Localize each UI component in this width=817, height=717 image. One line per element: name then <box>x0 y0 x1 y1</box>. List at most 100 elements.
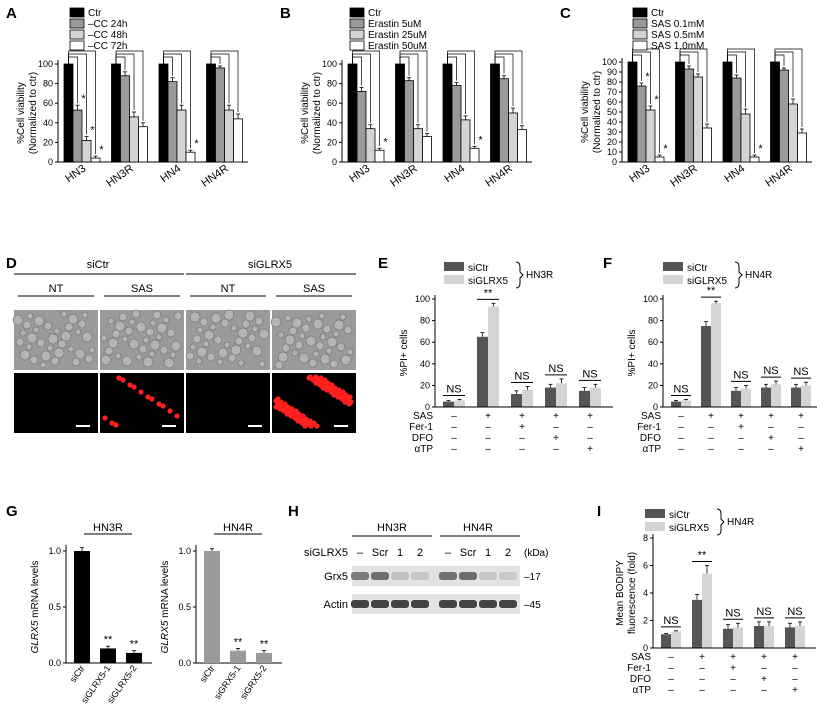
cell <box>64 322 74 332</box>
panel-label-b: B <box>280 5 291 22</box>
comparison-bracket <box>679 48 708 122</box>
bar <box>627 61 638 163</box>
bar <box>185 151 196 163</box>
cell <box>274 360 284 370</box>
legend-label: SAS 0.1mM <box>651 19 704 30</box>
y-tick-label: 100 <box>415 294 430 304</box>
treatment-row-label: Fer-1 <box>637 422 661 433</box>
legend-swatch <box>632 29 648 40</box>
cell <box>281 343 291 353</box>
pi-stained-cell <box>160 403 166 409</box>
cell <box>60 310 68 318</box>
cell <box>57 339 67 349</box>
bar <box>63 63 74 163</box>
condition-label: SAS <box>131 283 153 295</box>
lane-label: 1 <box>485 547 491 559</box>
bar <box>741 388 751 407</box>
pi-stained-cell <box>342 399 348 405</box>
y-axis-label: %PI+ cells <box>627 330 638 377</box>
y-tick-label: 60 <box>327 98 337 108</box>
bar <box>731 77 742 163</box>
cell <box>216 358 224 366</box>
cell <box>12 314 24 326</box>
treatment-mark: + <box>761 674 767 685</box>
bar <box>671 631 681 648</box>
significance-star: * <box>194 138 199 150</box>
bar <box>702 127 712 163</box>
cell <box>332 330 340 338</box>
x-category-label: siCtr <box>68 663 87 684</box>
significance-label: NS <box>548 363 563 375</box>
treatment-mark: – <box>678 422 684 433</box>
protein-band <box>439 600 457 608</box>
comparison-bracket <box>163 50 191 149</box>
treatment-mark: – <box>708 433 714 444</box>
legend-swatch <box>69 40 85 51</box>
significance-label: ** <box>104 634 113 646</box>
cell <box>149 339 161 351</box>
treatment-row-label: SAS <box>631 652 651 663</box>
y-tick-label: 80 <box>607 77 617 87</box>
cell <box>277 351 289 363</box>
legend-cell-line: HN3R <box>526 270 553 281</box>
y-tick-label: 60 <box>43 98 53 108</box>
pi-stained-cell <box>156 401 162 407</box>
cell <box>319 333 327 341</box>
significance-star: * <box>81 93 86 105</box>
chart-title: HN4R <box>223 522 253 534</box>
cell <box>336 342 346 352</box>
cell <box>142 336 150 344</box>
treatment-mark: – <box>708 444 714 455</box>
treatment-mark: + <box>730 652 736 663</box>
legend-swatch <box>349 7 365 18</box>
bar <box>395 63 405 163</box>
panel-label-c: C <box>560 5 571 22</box>
treatment-mark: – <box>738 444 744 455</box>
bar <box>230 650 246 663</box>
pi-stained-cell <box>288 413 294 419</box>
treatment-mark: – <box>678 444 684 455</box>
cell <box>244 342 252 350</box>
cell <box>339 313 347 321</box>
bar <box>111 63 121 163</box>
treatment-row-label: DFO <box>412 433 433 444</box>
cell <box>138 344 148 354</box>
cell <box>67 345 75 353</box>
bar <box>771 384 781 407</box>
cell <box>202 340 210 348</box>
cell <box>36 338 46 348</box>
treatment-mark: + <box>519 422 525 433</box>
cell <box>319 353 331 365</box>
protein-band <box>391 600 409 608</box>
lane-label: – <box>357 547 364 559</box>
y-tick-label: 60 <box>420 337 430 347</box>
legend-label: siGLRX5 <box>687 276 727 287</box>
bar <box>443 401 454 407</box>
lane-label: 1 <box>397 547 403 559</box>
cell <box>251 325 259 333</box>
treatment-mark: – <box>553 422 559 433</box>
protein-band <box>479 600 497 608</box>
treatment-mark: – <box>798 433 804 444</box>
panel-label-a: A <box>6 5 17 22</box>
bar <box>508 112 518 163</box>
treatment-mark: – <box>485 444 491 455</box>
cell <box>26 332 38 344</box>
y-tick-label: 40 <box>420 359 430 369</box>
treatment-mark: – <box>587 422 593 433</box>
cell <box>114 352 122 360</box>
treatment-mark: – <box>699 663 705 674</box>
pi-stained-cell <box>116 375 122 381</box>
bar <box>365 128 376 163</box>
bar <box>413 128 423 163</box>
legend-swatch <box>349 18 365 29</box>
cell <box>298 332 306 340</box>
cell <box>40 350 52 362</box>
legend-label: siGLRX5 <box>468 276 508 287</box>
legend-swatch <box>632 40 648 51</box>
significance-label: NS <box>787 606 802 618</box>
y-tick-label: 0 <box>48 157 53 167</box>
legend-swatch <box>645 522 665 531</box>
pi-stained-cell <box>324 387 330 393</box>
y-tick-label: 80 <box>648 316 658 326</box>
